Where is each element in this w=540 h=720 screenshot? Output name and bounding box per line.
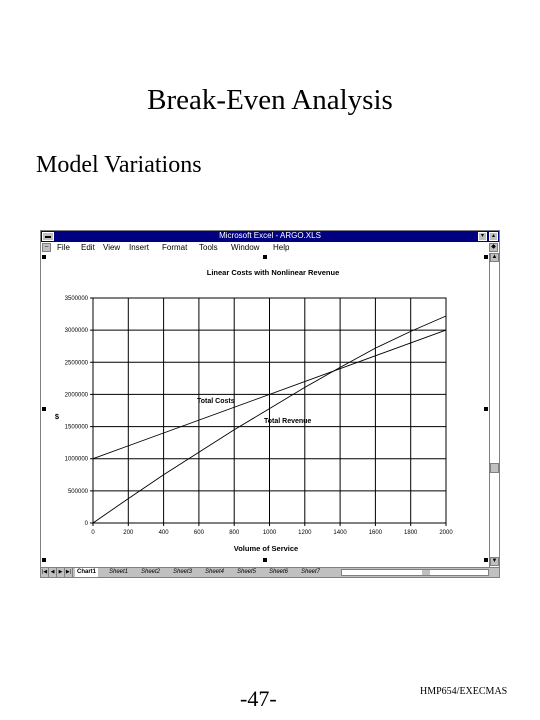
maximize-button[interactable]: ▴ [489, 232, 498, 241]
x-tick-label: 1000 [263, 530, 277, 536]
x-tick-label: 600 [194, 530, 205, 536]
document-menu-button[interactable]: – [42, 243, 51, 252]
selection-handle-top-center[interactable] [263, 255, 267, 259]
x-axis-label: Volume of Service [234, 544, 298, 553]
vertical-scroll-thumb[interactable] [490, 463, 499, 473]
series-label-total-revenue: Total Revenue [264, 418, 311, 425]
selection-handle-middle-left[interactable] [42, 407, 46, 411]
horizontal-scroll-thumb[interactable] [422, 570, 430, 575]
selection-handle-top-right[interactable] [484, 255, 488, 259]
menu-view[interactable]: View [103, 243, 121, 252]
selection-handle-bottom-center[interactable] [263, 558, 267, 562]
menu-help[interactable]: Help [273, 243, 290, 252]
menu-tools[interactable]: Tools [199, 243, 218, 252]
footer-code: HMP654/EXECMAS [420, 686, 508, 697]
first-sheet-icon[interactable]: |◀ [41, 568, 49, 577]
chart: 0 500000 1000000 1500000 2000000 2500000 30000… [55, 268, 453, 553]
chart-title: Linear Costs with Nonlinear Revenue [207, 268, 340, 277]
chart-grid [90, 297, 447, 526]
scroll-up-arrow-icon[interactable]: ▲ [490, 253, 499, 262]
excel-window: Microsoft Excel - ARGO.XLS ▾ ▴ – File Ed… [40, 230, 500, 578]
menu-edit[interactable]: Edit [81, 243, 95, 252]
x-tick-label: 1600 [369, 530, 383, 536]
page-number: -47- [240, 686, 277, 711]
y-tick-label: 0 [85, 521, 89, 527]
sheet-tab-bar: |◀ ◀ ▶ ▶| Chart1 Sheet1 Sheet2 Sheet3 Sh… [41, 567, 499, 577]
tab-sheet5[interactable]: Sheet5 [237, 569, 257, 575]
x-tick-labels: 0 200 400 600 800 1000 1200 1400 1600 1800 2000 [91, 530, 453, 536]
x-tick-label: 1200 [298, 530, 312, 536]
slide-subtitle: Model Variations [36, 152, 202, 178]
x-tick-label: 2000 [439, 530, 453, 536]
tab-chart1[interactable]: Chart1 [75, 568, 99, 577]
menu-format[interactable]: Format [162, 243, 188, 252]
selection-handle-bottom-left[interactable] [42, 558, 46, 562]
vertical-scrollbar[interactable]: ▲ ▼ [489, 253, 499, 567]
y-tick-label: 2500000 [65, 360, 89, 366]
slide-title: Break-Even Analysis [147, 84, 393, 116]
tab-sheet4[interactable]: Sheet4 [205, 569, 225, 575]
menu-bar: – File Edit View Insert Format Tools Win… [41, 242, 499, 253]
selection-handle-top-left[interactable] [42, 255, 46, 259]
x-tick-label: 200 [123, 530, 134, 536]
y-tick-label: 1500000 [65, 425, 89, 431]
y-tick-label: 3500000 [65, 296, 89, 302]
y-tick-label: 2000000 [65, 392, 89, 398]
tab-sheet6[interactable]: Sheet6 [269, 569, 289, 575]
document-restore-button[interactable]: ◆ [489, 243, 498, 252]
horizontal-scrollbar[interactable] [341, 569, 489, 576]
last-sheet-icon[interactable]: ▶| [65, 568, 73, 577]
chart-series [92, 315, 447, 524]
tab-sheet3[interactable]: Sheet3 [173, 569, 193, 575]
selection-handle-middle-right[interactable] [484, 407, 488, 411]
y-axis-label: $ [55, 412, 60, 421]
window-title: Microsoft Excel - ARGO.XLS [219, 231, 321, 240]
prev-sheet-icon[interactable]: ◀ [49, 568, 57, 577]
next-sheet-icon[interactable]: ▶ [57, 568, 65, 577]
x-tick-label: 400 [159, 530, 170, 536]
tab-sheet2[interactable]: Sheet2 [141, 569, 161, 575]
menu-insert[interactable]: Insert [129, 243, 150, 252]
y-tick-label: 500000 [68, 489, 89, 495]
x-tick-label: 800 [229, 530, 240, 536]
x-tick-label: 1400 [333, 530, 347, 536]
x-tick-label: 1800 [404, 530, 418, 536]
y-tick-labels: 0 500000 1000000 1500000 2000000 2500000 30000… [65, 296, 89, 527]
series-line-total-costs [92, 329, 447, 460]
minimize-button[interactable]: ▾ [478, 232, 487, 241]
x-tick-label: 0 [91, 530, 95, 536]
y-tick-label: 1000000 [65, 457, 89, 463]
series-line-total-revenue [92, 315, 447, 524]
tab-sheet7[interactable]: Sheet7 [301, 569, 321, 575]
series-label-total-costs: Total Costs [197, 398, 235, 405]
selection-handle-bottom-right[interactable] [484, 558, 488, 562]
window-titlebar[interactable]: Microsoft Excel - ARGO.XLS ▾ ▴ [41, 231, 499, 242]
system-menu-button[interactable] [42, 232, 54, 241]
tab-sheet1[interactable]: Sheet1 [109, 569, 129, 575]
y-tick-label: 3000000 [65, 328, 89, 334]
menu-window[interactable]: Window [231, 243, 260, 252]
menu-file[interactable]: File [57, 243, 70, 252]
scroll-down-arrow-icon[interactable]: ▼ [490, 557, 499, 566]
